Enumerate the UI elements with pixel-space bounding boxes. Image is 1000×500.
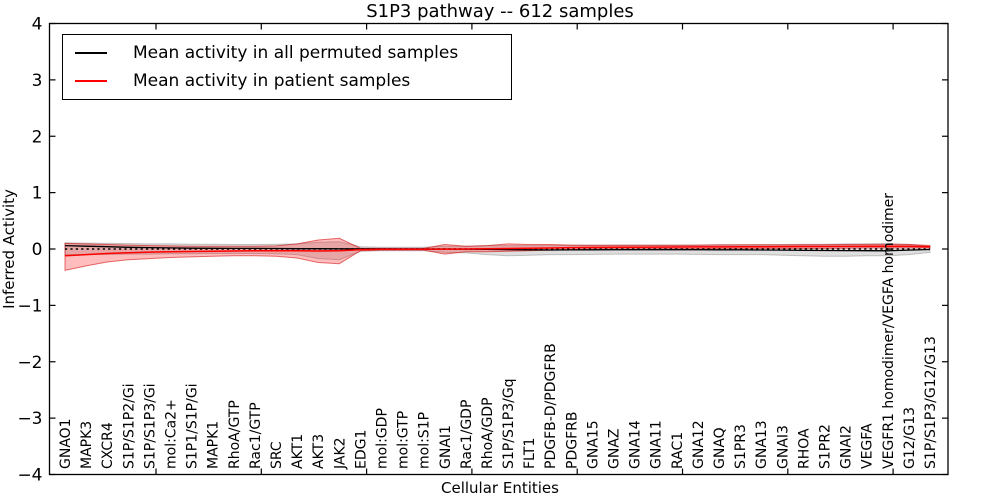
x-tick-label: GNA11 <box>649 420 665 469</box>
legend-item-patient: Mean activity in patient samples <box>63 71 511 91</box>
y-tick-label: 4 <box>32 15 43 35</box>
patient-mean-line <box>64 245 931 257</box>
x-tick-label: G12/G13 <box>902 407 918 469</box>
y-tick-label: 2 <box>32 127 43 147</box>
x-tick-label: mol:Ca2+ <box>163 399 179 469</box>
x-tick-label: Rac1/GTP <box>248 402 264 469</box>
x-tick-label: SRC <box>269 441 285 469</box>
legend-item-permuted: Mean activity in all permuted samples <box>63 43 511 63</box>
x-tick-label: mol:GDP <box>374 408 390 469</box>
x-tick-label: VEGFR1 homodimer/VEGFA homodimer <box>881 193 897 469</box>
x-tick-label: S1P1/S1P/Gi <box>185 383 201 469</box>
x-tick-label: GNA12 <box>691 420 707 469</box>
legend: Mean activity in all permuted samples Me… <box>62 34 512 100</box>
x-tick-label: GNAI1 <box>438 425 454 469</box>
x-tick-label: GNAQ <box>712 427 728 469</box>
x-tick-label: RhoA/GDP <box>480 397 496 469</box>
x-tick-label: GNAI3 <box>775 425 791 469</box>
x-tick-label: MAPK1 <box>206 421 222 469</box>
y-tick-label: −1 <box>17 296 42 316</box>
y-tick-label: −2 <box>17 353 42 373</box>
permuted-mean-line <box>64 244 931 252</box>
x-tick-label: S1P/S1P2/Gi <box>121 383 137 469</box>
x-tick-label: EDG1 <box>353 430 369 469</box>
x-tick-label: RHOA <box>796 428 812 469</box>
legend-label-patient: Mean activity in patient samples <box>133 71 411 91</box>
x-tick-label: GNA15 <box>585 420 601 469</box>
legend-label-permuted: Mean activity in all permuted samples <box>133 43 459 63</box>
x-tick-label: Rac1/GDP <box>459 400 475 469</box>
x-tick-label: S1P/S1P3/Gq <box>501 378 517 469</box>
x-tick-label: FLT1 <box>522 438 538 469</box>
x-tick-label: S1PR2 <box>818 424 834 469</box>
x-tick-label: GNAI2 <box>839 425 855 469</box>
x-tick-label: AKT1 <box>290 434 306 469</box>
y-tick-label: −3 <box>17 409 42 429</box>
y-tick-label: 0 <box>32 240 43 260</box>
x-tick-label: GNAZ <box>607 429 623 470</box>
chart-title: S1P3 pathway -- 612 samples <box>366 1 634 22</box>
x-axis-label: Cellular Entities <box>441 479 559 497</box>
x-tick-label: S1P/S1P3/G12/G13 <box>923 336 939 469</box>
x-tick-label: GNA13 <box>754 420 770 469</box>
x-tick-label: GNAO1 <box>58 418 74 469</box>
x-tick-label: AKT3 <box>311 434 327 469</box>
x-tick-label: MAPK3 <box>79 421 95 469</box>
x-tick-label: PDGFB-D/PDGFRB <box>543 343 559 469</box>
y-tick-label: 1 <box>32 184 43 204</box>
y-tick-label: −4 <box>17 466 42 486</box>
x-tick-label: RAC1 <box>670 432 686 469</box>
x-tick-label: S1P/S1P3/Gi <box>142 383 158 469</box>
x-tick-label: PDGFRB <box>564 412 580 469</box>
legend-line-sample-red <box>75 80 107 82</box>
y-tick-label: 3 <box>32 71 43 91</box>
x-tick-label: GNA14 <box>628 420 644 469</box>
x-tick-label: RhoA/GTP <box>227 400 243 469</box>
x-tick-label: S1PR3 <box>733 424 749 469</box>
x-tick-label: VEGFA <box>860 423 876 469</box>
x-tick-label: JAK2 <box>332 437 348 470</box>
x-tick-label: mol:GTP <box>396 411 412 469</box>
legend-line-sample-black <box>75 52 107 54</box>
x-tick-label: CXCR4 <box>100 422 116 469</box>
x-tick-label: mol:S1P <box>417 412 433 469</box>
